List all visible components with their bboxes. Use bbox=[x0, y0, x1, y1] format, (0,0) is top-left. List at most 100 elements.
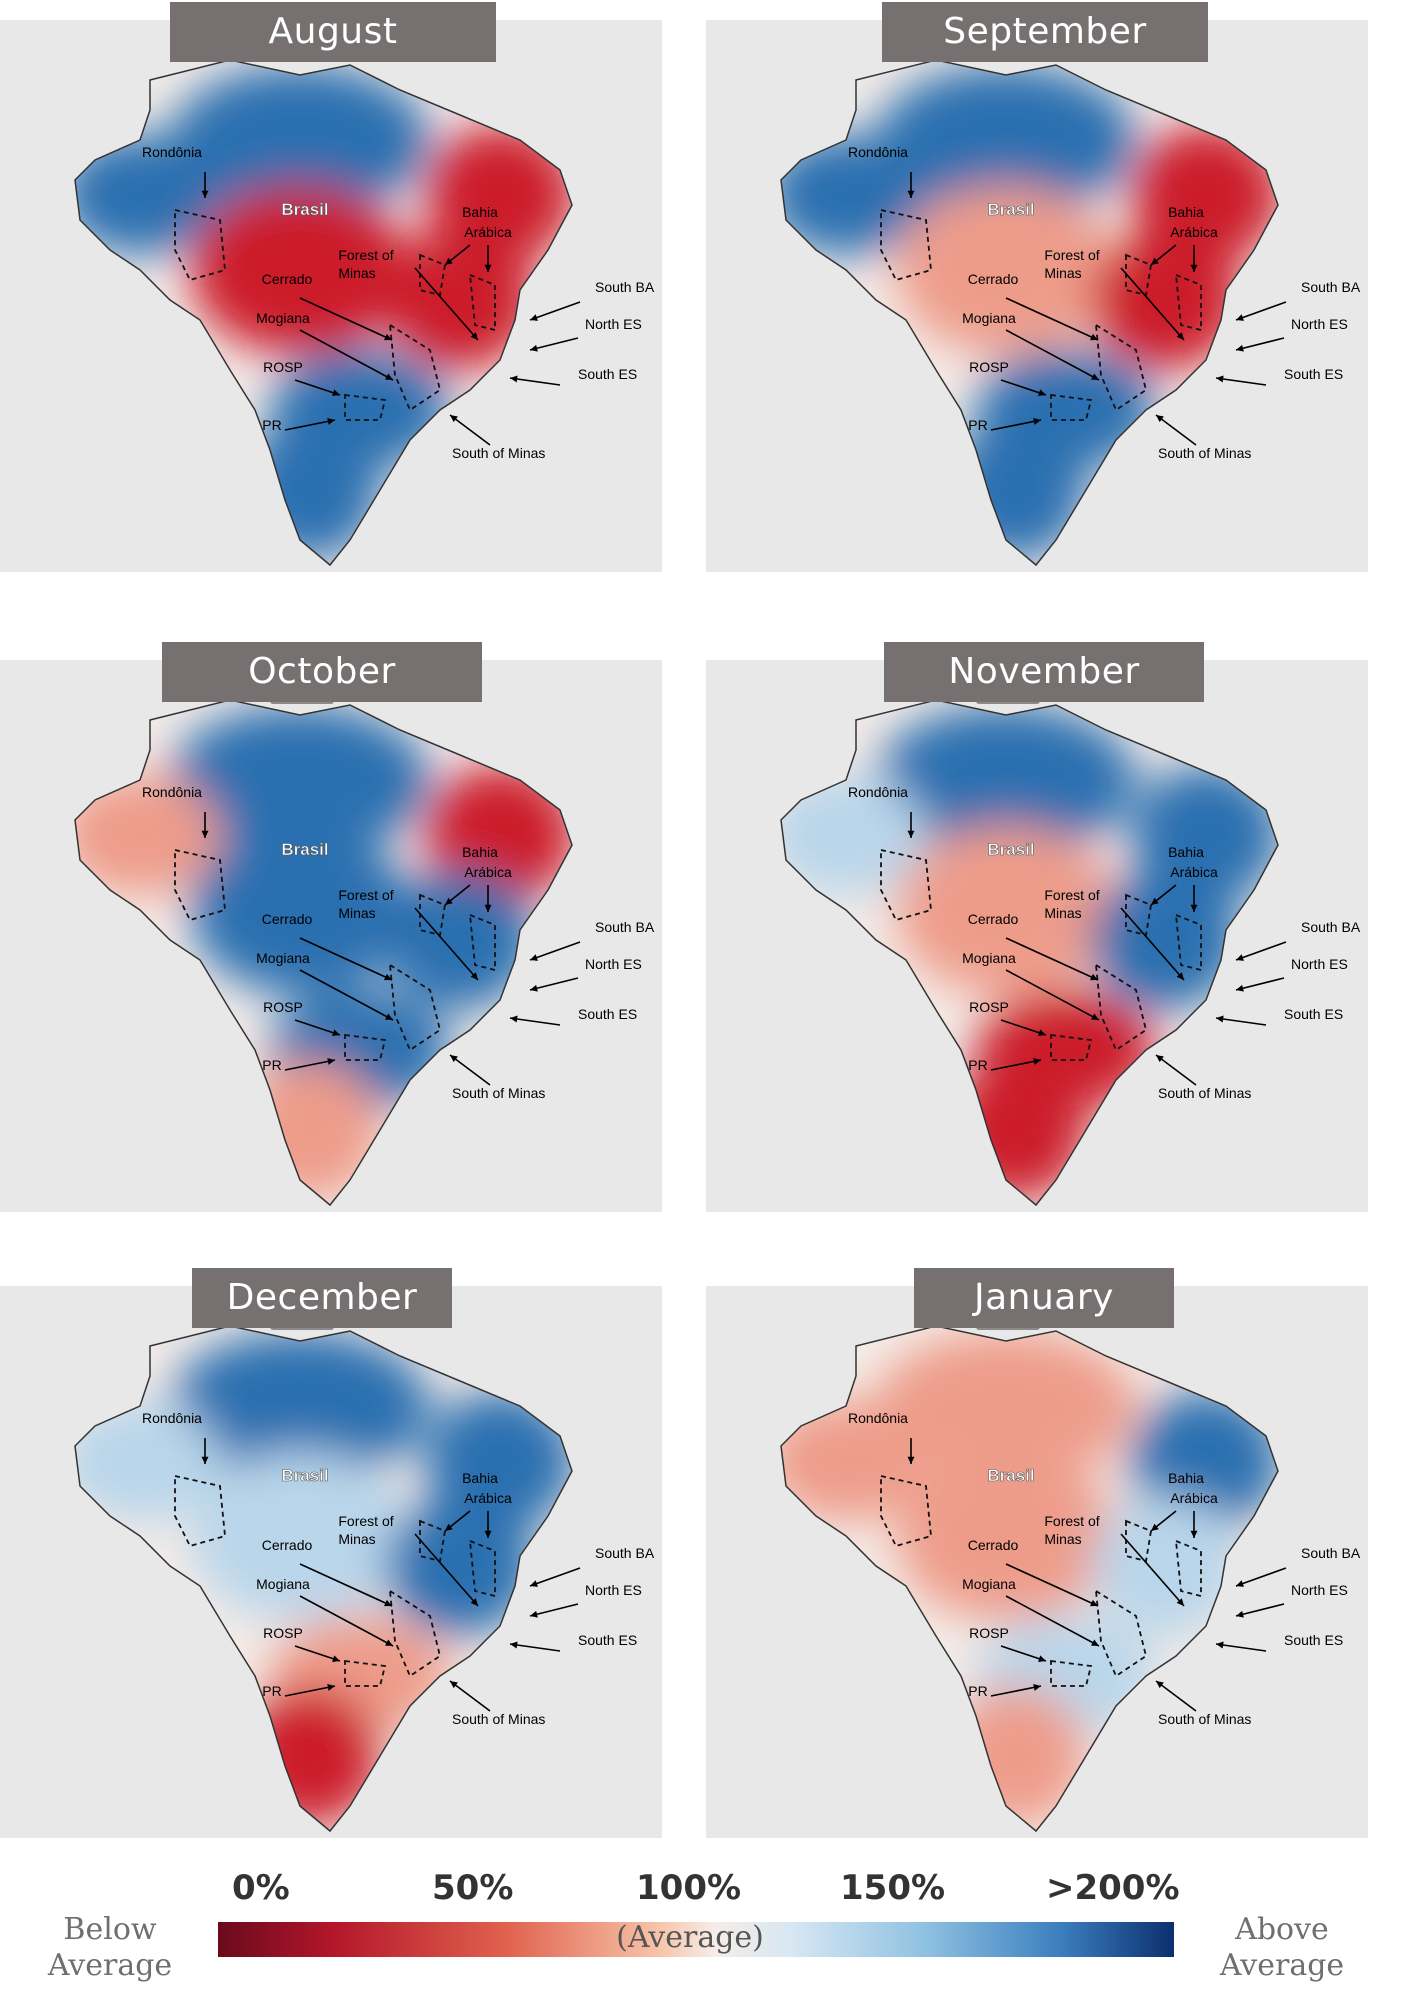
region-arrow bbox=[1000, 1645, 1047, 1662]
month-title-october: October bbox=[162, 642, 482, 702]
region-arrow-head bbox=[470, 1598, 478, 1606]
region-arrow-head bbox=[332, 1655, 340, 1663]
region-arrow bbox=[299, 1563, 393, 1607]
map-label-north-es: North ES bbox=[1291, 956, 1348, 972]
anomaly-region-east bbox=[385, 230, 535, 370]
region-arrow-head bbox=[1151, 897, 1159, 905]
month-title-january: January bbox=[914, 1268, 1174, 1328]
region-arrow-head bbox=[1190, 904, 1198, 912]
map-label-mogiana: Mogiana bbox=[962, 950, 1016, 966]
region-arrow bbox=[299, 329, 394, 381]
region-arrow bbox=[990, 1685, 1042, 1697]
anomaly-region-northwest bbox=[75, 775, 220, 895]
month-title-december: December bbox=[192, 1268, 452, 1328]
region-arrow bbox=[414, 907, 479, 981]
region-arrow-head bbox=[470, 332, 478, 340]
map-label-minas: Minas bbox=[1044, 905, 1081, 921]
legend-average-note: (Average) bbox=[616, 1920, 764, 1955]
region-arrow-head bbox=[484, 904, 492, 912]
coffee-region-outlines bbox=[174, 848, 496, 1061]
region-arrow bbox=[990, 419, 1042, 431]
anomaly-region-northeast bbox=[1131, 125, 1278, 265]
region-arrow-head bbox=[1038, 1029, 1046, 1037]
anomaly-region-center bbox=[190, 185, 410, 355]
legend-tick-200: >200% bbox=[1046, 1868, 1180, 1908]
map-label-minas: Minas bbox=[1044, 1531, 1081, 1547]
anomaly-region-northwest bbox=[781, 775, 926, 895]
region-arrow-head bbox=[1190, 264, 1198, 272]
map-label-mogiana: Mogiana bbox=[256, 950, 310, 966]
map-label-brasil: Brasil bbox=[987, 1466, 1034, 1485]
region-arrow-head bbox=[484, 264, 492, 272]
region-arrow-head bbox=[201, 830, 209, 838]
map-label-north-es: North ES bbox=[1291, 316, 1348, 332]
map-label-rondonia: Rondônia bbox=[142, 784, 202, 800]
map-label-north-es: North ES bbox=[585, 316, 642, 332]
region-arrow-head bbox=[1156, 1681, 1164, 1689]
map-label-brasil: Brasil bbox=[987, 200, 1034, 219]
month-title-september: September bbox=[882, 2, 1208, 62]
brazil-border bbox=[780, 59, 1279, 567]
anomaly-region-center bbox=[190, 825, 410, 995]
region-arrow-head bbox=[384, 333, 392, 341]
map-label-mogiana: Mogiana bbox=[256, 310, 310, 326]
legend-tick-100: 100% bbox=[636, 1868, 742, 1908]
map-panel-december: SurinameRondôniaBrasilBahiaArábicaForest… bbox=[0, 1286, 662, 1838]
map-label-mogiana: Mogiana bbox=[256, 1576, 310, 1592]
region-arrow-head bbox=[327, 418, 335, 425]
map-label-south-ba: South BA bbox=[595, 279, 655, 295]
map-label-rosp: ROSP bbox=[969, 1625, 1009, 1641]
region-arrow-head bbox=[907, 830, 915, 838]
region-arrow bbox=[284, 1059, 336, 1071]
region-arrow-head bbox=[1091, 1639, 1099, 1646]
anomaly-region-center bbox=[190, 1451, 410, 1621]
region-arrow bbox=[509, 377, 561, 386]
precipitation-map: SurinameRondôniaBrasilBahiaArábicaForest… bbox=[0, 1286, 662, 1838]
brazil-border bbox=[74, 1325, 573, 1833]
month-title-august: August bbox=[170, 2, 496, 62]
map-label-south-of-minas: South of Minas bbox=[452, 1085, 545, 1101]
region-arrow-head bbox=[530, 984, 538, 992]
map-label-south-of-minas: South of Minas bbox=[452, 445, 545, 461]
region-arrow bbox=[299, 297, 393, 341]
region-arrow-head bbox=[1236, 1580, 1244, 1587]
map-label-south-es: South ES bbox=[578, 366, 637, 382]
region-arrow-head bbox=[385, 1013, 393, 1020]
map-label-pr: PR bbox=[968, 1057, 987, 1073]
region-arrow bbox=[1005, 1563, 1099, 1607]
region-arrow-head bbox=[445, 897, 453, 905]
precipitation-map: Rondônia Brasil Bahia Arábica Forest of Minas… bbox=[706, 20, 1368, 572]
region-arrow bbox=[414, 267, 479, 341]
map-label-arabica: Arábica bbox=[1170, 224, 1218, 240]
region-arrow bbox=[449, 1680, 491, 1712]
map-label-brasil: Brasil bbox=[281, 1466, 328, 1485]
map-label-pr: PR bbox=[262, 1683, 281, 1699]
region-arrow-head bbox=[332, 389, 340, 397]
legend-tick-0: 0% bbox=[232, 1868, 290, 1908]
map-panel-january: SurinameRondôniaBrasilBahiaArábicaForest… bbox=[706, 1286, 1368, 1838]
region-arrow-head bbox=[530, 344, 538, 352]
map-label-south-ba: South BA bbox=[595, 919, 655, 935]
region-arrow-head bbox=[530, 1610, 538, 1618]
region-arrow bbox=[1235, 337, 1285, 351]
map-label-south-es: South ES bbox=[578, 1006, 637, 1022]
region-arrow bbox=[294, 1645, 341, 1662]
region-arrow-head bbox=[1216, 1641, 1224, 1649]
month-title-november: November bbox=[884, 642, 1204, 702]
region-arrow-head bbox=[1176, 972, 1184, 980]
map-label-arabica: Arábica bbox=[1170, 864, 1218, 880]
map-label-forest-of: Forest of bbox=[338, 247, 393, 263]
legend-tick-150: 150% bbox=[840, 1868, 946, 1908]
region-arrow-head bbox=[530, 1580, 538, 1587]
region-arrow bbox=[1000, 1019, 1047, 1036]
region-arrow-head bbox=[1216, 375, 1224, 383]
region-arrow bbox=[449, 414, 491, 446]
map-label-south-of-minas: South of Minas bbox=[1158, 1711, 1251, 1727]
map-label-rondonia: Rondônia bbox=[848, 784, 908, 800]
region-arrow bbox=[990, 1059, 1042, 1071]
region-arrow bbox=[1000, 379, 1047, 396]
region-arrow-head bbox=[1176, 1598, 1184, 1606]
region-arrow-head bbox=[1033, 1058, 1041, 1065]
region-arrow-head bbox=[385, 373, 393, 380]
region-arrow bbox=[1155, 1054, 1197, 1086]
